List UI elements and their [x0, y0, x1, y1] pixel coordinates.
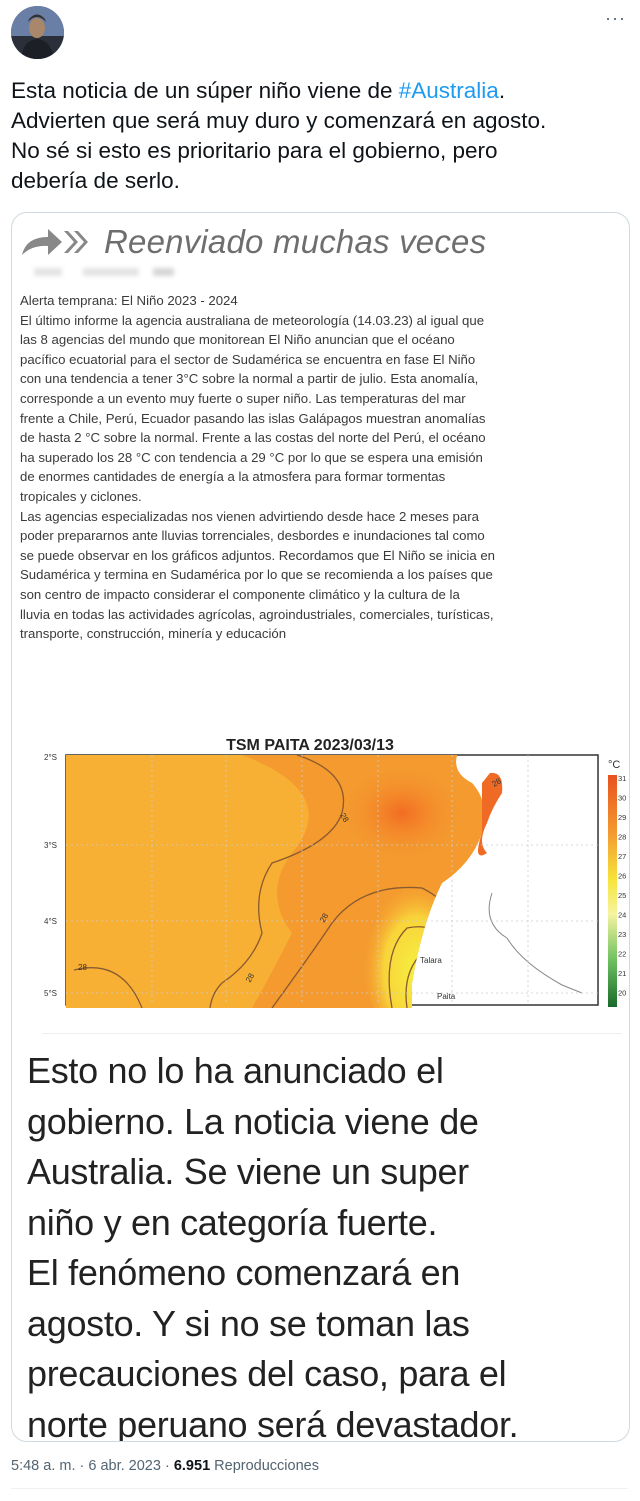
colorbar-tick: 30: [618, 794, 626, 803]
tweet-line: No sé si esto es prioritario para el gob…: [11, 138, 498, 163]
ellipsis-icon: ···: [605, 8, 626, 28]
lat-label: 5°S: [44, 989, 57, 998]
contour-label: 28: [78, 963, 87, 972]
text-line: de enormes cantidades de energía a la at…: [20, 469, 446, 485]
message-body: Alerta temprana: El Niño 2023 - 2024 El ú…: [20, 291, 495, 644]
colorbar-tick: 28: [618, 833, 626, 842]
divider: [42, 1033, 622, 1034]
text-line: Australia. Se viene un super: [27, 1151, 469, 1192]
place-label: Talara: [420, 956, 442, 965]
hashtag-link[interactable]: #Australia: [398, 78, 499, 103]
colorbar-tick: 27: [618, 852, 626, 861]
text-line: gobierno. La noticia viene de: [27, 1100, 479, 1142]
text-line: las 8 agencias del mundo que monitorean …: [20, 332, 455, 348]
text-line: Sudamérica y termina en Sudamérica por l…: [20, 567, 493, 583]
text-line: corresponde a un evento muy fuerte o sup…: [20, 390, 466, 406]
tweet-text: Esta noticia de un súper niño viene de #…: [11, 76, 546, 196]
tweet-line: Esta noticia de un súper niño viene de #…: [11, 78, 506, 103]
lat-label: 4°S: [44, 917, 57, 926]
lat-label: 3°S: [44, 841, 57, 850]
text-line: Las agencias especializadas nos vienen a…: [20, 508, 479, 524]
text-line: El último informe la agencia australiana…: [20, 312, 485, 328]
overlay-message: Esto no lo ha anunciado el gobierno. La n…: [27, 1046, 519, 1442]
divider: [11, 1488, 628, 1489]
text-line: de hasta 2 °C sobre la normal. Frente a …: [20, 430, 486, 446]
views-count: 6.951: [173, 1458, 211, 1474]
text-line: con una tendencia a tener 3°C sobre la n…: [20, 371, 479, 387]
text-line: Esto no lo ha anunciado el: [27, 1050, 444, 1091]
text-line: norte peruano será devastador.: [27, 1403, 519, 1442]
sst-map: TSM PAITA 2023/03/13 2°S 3°S 4°S 5°S 28 …: [44, 737, 626, 1008]
text-line: niño y en categoría fuerte.: [27, 1201, 438, 1243]
tweet-line: debería de serlo.: [11, 168, 180, 193]
map-title: TSM PAITA 2023/03/13: [226, 737, 394, 754]
text-line: se puede observar en los gráficos adjunt…: [20, 547, 496, 563]
colorbar-tick: 31: [618, 774, 626, 783]
text-line: precauciones del caso, para el: [27, 1353, 507, 1394]
avatar[interactable]: [11, 6, 64, 59]
timestamp-link[interactable]: 5:48 a. m. · 6 abr. 2023: [11, 1458, 161, 1474]
text-line: El fenómeno comenzará en: [27, 1252, 461, 1293]
text-line: agosto. Y si no se toman las: [27, 1302, 470, 1344]
blurred-sender: [34, 268, 174, 276]
views-label: Reproducciones: [210, 1458, 319, 1474]
tweet-image[interactable]: Reenviado muchas veces Alerta temprana: …: [11, 212, 630, 1442]
colorbar-tick: 25: [618, 891, 626, 900]
tweet-meta: 5:48 a. m. · 6 abr. 2023 · 6.951 Reprodu…: [11, 1458, 319, 1474]
forwarded-header: Reenviado muchas veces: [20, 223, 486, 261]
text-line: tropicales y ciclones.: [20, 488, 142, 504]
text-line: ha superado los 28 °C con tendencia a 29…: [20, 449, 483, 465]
text-line: frente a Chile, Perú, Ecuador pasando la…: [20, 410, 486, 426]
place-label: Paita: [437, 992, 456, 1001]
forwarded-label: Reenviado muchas veces: [104, 223, 487, 260]
colorbar-tick: 20: [618, 989, 626, 998]
colorbar-tick: 22: [618, 950, 626, 959]
colorbar-tick: 24: [618, 911, 626, 920]
text-line: pacífico ecuatorial para el sector de Su…: [20, 351, 476, 367]
tweet-line: Advierten que será muy duro y comenzará …: [11, 108, 547, 133]
colorbar-tick: 23: [618, 930, 626, 939]
forwarded-double-arrow-icon: [22, 229, 88, 255]
text-line: son centro de impacto considerar el comp…: [20, 586, 460, 602]
text-line: Alerta temprana: El Niño 2023 - 2024: [20, 293, 238, 308]
colorbar-tick: 26: [618, 872, 626, 881]
text-line: transporte, construcción, minería y educ…: [20, 626, 287, 642]
colorbar-unit: °C: [608, 759, 620, 771]
colorbar: [608, 775, 617, 1007]
text-line: poder prepararnos ante lluvias torrencia…: [20, 528, 485, 544]
colorbar-tick: 21: [618, 969, 626, 978]
colorbar-tick: 29: [618, 813, 626, 822]
more-options-button[interactable]: ···: [605, 8, 626, 29]
text-line: lluvia en todas las actividades agrícola…: [20, 606, 494, 622]
lat-label: 2°S: [44, 753, 57, 762]
